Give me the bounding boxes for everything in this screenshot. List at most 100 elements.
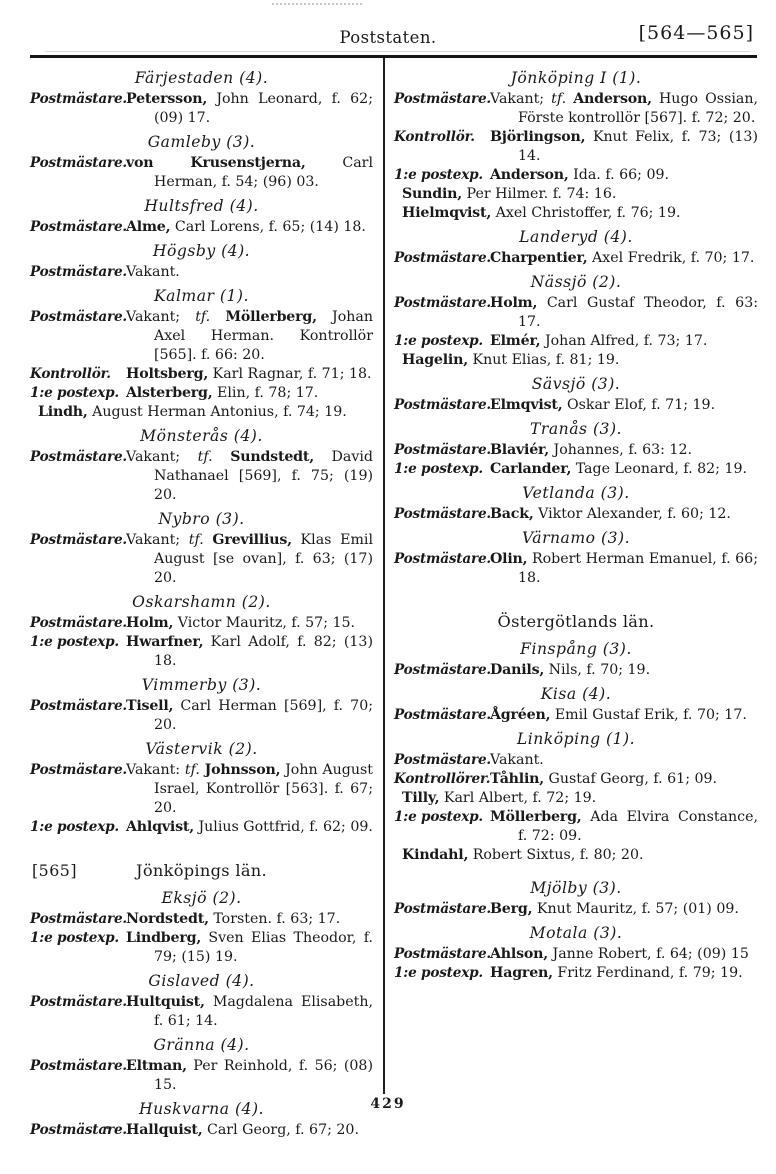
place-heading: Jönköping I (1). — [510, 69, 642, 87]
person-name: Petersson, — [126, 91, 208, 107]
person-name: Kindahl, — [402, 847, 469, 863]
entry-detail: Per Reinhold, f. 56; (08) 15. — [154, 1058, 373, 1093]
entry-row: 1:e postexp. Möllerberg, Ada Elvira Const… — [394, 808, 758, 846]
entry-text: Vakant. — [126, 263, 373, 282]
entry-row: Postmästare. Vakant. — [30, 263, 373, 282]
page-number: 429 — [370, 1096, 406, 1112]
role-label: 1:e postexp. — [394, 461, 483, 477]
person-name: Lindberg, — [126, 930, 202, 946]
person-name: Möllerberg, — [490, 809, 582, 825]
entry-text: Charpentier, Axel Fredrik, f. 70; 17. — [490, 249, 758, 268]
entry-row: Postmästare. Alme, Carl Lorens, f. 65; (1… — [30, 218, 373, 237]
person-name: Hielmqvist, — [402, 205, 492, 221]
county-title: Östergötlands län. — [497, 612, 655, 631]
person-name: Holm, — [126, 615, 174, 631]
role-label: Postmästare. — [30, 219, 127, 235]
entry-detail: Karl Albert, f. 72; 19. — [439, 790, 597, 806]
entry-detail: Fritz Ferdinand, f. 79; 19. — [552, 965, 743, 981]
entry-text: Ahlqvist, Julius Gottfrid, f. 62; 09. — [126, 818, 373, 837]
role-label: Kontrollör. — [30, 366, 111, 382]
entry-text: Sundin, Per Hilmer. f. 74: 16. — [394, 185, 758, 204]
entry-row: Postmästare. Nordstedt, Torsten. f. 63; 1… — [30, 910, 373, 929]
role-label: 1:e postexp. — [30, 930, 119, 946]
entry-detail: Nils, f. 70; 19. — [544, 662, 651, 678]
entry-row: Postmästare. Vakant; tf. Möllerberg, Joha… — [30, 308, 373, 365]
role-label: Postmästare. — [394, 506, 491, 522]
entry-pre-text: Vakant. — [126, 264, 180, 280]
entry-text: Anderson, Ida. f. 66; 09. — [490, 166, 758, 185]
entry-text: Elmqvist, Oskar Elof, f. 71; 19. — [490, 396, 758, 415]
entry-detail: Victor Mauritz, f. 57; 15. — [173, 615, 356, 631]
entry-detail: John August Israel, Kontrollör [563]. f.… — [154, 762, 373, 816]
entry-detail: Carl Herman, f. 54; (96) 03. — [154, 155, 373, 190]
person-name: Hallquist, — [126, 1122, 203, 1138]
entry-text: Vakant; tf. Möllerberg, Johan Axel Herma… — [126, 308, 373, 365]
person-name: Alme, — [126, 219, 171, 235]
place-heading: Motala (3). — [529, 924, 623, 942]
entry-pre-text: Vakant. — [490, 752, 544, 768]
entry-text: Hultquist, Magdalena Elisabeth, f. 61; 1… — [126, 993, 373, 1031]
place-heading: Mjölby (3). — [530, 879, 622, 897]
person-name: Ahlqvist, — [126, 819, 194, 835]
entry-row: Postmästare. Olin, Robert Herman Emanuel,… — [394, 550, 758, 588]
person-name: Tåhlin, — [490, 771, 545, 787]
entry-row: Kindahl, Robert Sixtus, f. 80; 20. — [394, 846, 758, 865]
page-range: [564—565] — [638, 22, 754, 44]
entry-detail: Magdalena Elisabeth, f. 61; 14. — [154, 994, 373, 1029]
person-name: von Krusenstjerna, — [126, 155, 306, 171]
entry-detail: Klas Emil August [se ovan], f. 63; (17) … — [154, 532, 373, 586]
entry-detail: Julius Gottfrid, f. 62; 09. — [193, 819, 373, 835]
entry-row: Postmästare. Danils, Nils, f. 70; 19. — [394, 661, 758, 680]
entry-detail: Johan Alfred, f. 73; 17. — [540, 333, 708, 349]
entry-detail: Carl Georg, f. 67; 20. — [202, 1122, 359, 1138]
entry-text: Eltman, Per Reinhold, f. 56; (08) 15. — [126, 1057, 373, 1095]
entry-row: 1:e postexp. Hagren, Fritz Ferdinand, f. … — [394, 964, 758, 983]
person-name: Tisell, — [126, 698, 174, 714]
person-name: Lindh, — [38, 404, 88, 420]
entry-row: 1:e postexp. Lindberg, Sven Elias Theodor… — [30, 929, 373, 967]
entry-row: Postmästare. Hallquist, Carl Georg, f. 67… — [30, 1121, 373, 1140]
entry-row: Postmästare. Hultquist, Magdalena Elisabe… — [30, 993, 373, 1031]
role-label: Postmästare. — [394, 662, 491, 678]
scan-artifact — [272, 3, 362, 5]
entry-detail: August Herman Antonius, f. 74; 19. — [87, 404, 347, 420]
place-heading: Gamleby (3). — [147, 133, 256, 151]
entry-detail: Johan Axel Herman. Kontrollör [565]. f. … — [154, 309, 373, 363]
entry-text: Holm, Carl Gustaf Theodor, f. 63: 17. — [490, 294, 758, 332]
place-heading: Finspång (3). — [520, 640, 632, 658]
entry-row: Tilly, Karl Albert, f. 72; 19. — [394, 789, 758, 808]
entry-row: Kontrollör. Björlingson, Knut Felix, f. 7… — [394, 128, 758, 166]
entry-row: 1:e postexp. Elmér, Johan Alfred, f. 73; … — [394, 332, 758, 351]
person-name: Anderson, — [490, 167, 569, 183]
person-name: Möllerberg, — [225, 309, 317, 325]
entry-text: Vakant; tf. Anderson, Hugo Ossian, Först… — [490, 90, 758, 128]
column-divider — [383, 58, 385, 1094]
entry-text: Vakant: tf. Johnsson, John August Israel… — [126, 761, 373, 818]
place-heading: Kalmar (1). — [154, 287, 249, 305]
entry-text: Lindberg, Sven Elias Theodor, f. 79; (15… — [126, 929, 373, 967]
entry-pre-text: Vakant; — [126, 449, 198, 465]
person-name: Charpentier, — [490, 250, 588, 266]
entry-row: Sundin, Per Hilmer. f. 74: 16. — [394, 185, 758, 204]
entry-row: 1:e postexp. Carlander, Tage Leonard, f. … — [394, 460, 758, 479]
entry-row: Postmästare. Holm, Carl Gustaf Theodor, f… — [394, 294, 758, 332]
place-heading: Huskvarna (4). — [139, 1100, 264, 1118]
entry-detail: Knut Mauritz, f. 57; (01) 09. — [532, 901, 739, 917]
county-section-heading: [565] Jönköpings län. — [30, 861, 373, 880]
entry-detail: Ida. f. 66; 09. — [568, 167, 670, 183]
role-label: 1:e postexp. — [394, 965, 483, 981]
entry-text: Ahlson, Janne Robert, f. 64; (09) 15 — [490, 945, 758, 964]
role-label: Postmästare. — [30, 615, 127, 631]
entry-text: Back, Viktor Alexander, f. 60; 12. — [490, 505, 758, 524]
role-label: Postmästare. — [30, 264, 127, 280]
place-heading: Sävsjö (3). — [531, 375, 621, 393]
entry-detail: Elin, f. 78; 17. — [212, 385, 319, 401]
entry-row: Postmästare. Ågréen, Emil Gustaf Erik, f.… — [394, 706, 758, 725]
entry-row: Postmästare. Berg, Knut Mauritz, f. 57; (… — [394, 900, 758, 919]
column-right: Jönköping I (1). Postmästare. Vakant; tf. … — [394, 64, 758, 983]
role-label: Postmästare. — [394, 397, 491, 413]
role-label: Postmästare. — [394, 752, 491, 768]
entry-row: 1:e postexp. Hwarfner, Karl Adolf, f. 82;… — [30, 633, 373, 671]
county-title: Jönköpings län. — [136, 861, 267, 880]
